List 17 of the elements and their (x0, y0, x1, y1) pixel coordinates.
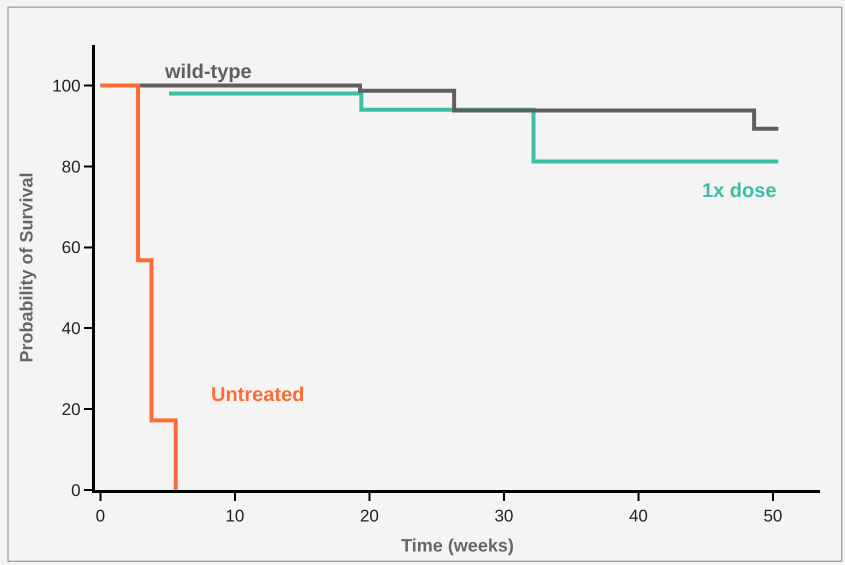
y-tick-label: 60 (62, 238, 81, 258)
y-tick-label: 40 (62, 319, 81, 338)
x-tick-label: 0 (96, 506, 106, 526)
series-label: 1x dose (702, 180, 776, 202)
y-tick-label: 80 (62, 157, 81, 176)
series-label: wild-type (164, 61, 252, 83)
y-tick-label: 0 (71, 480, 81, 500)
y-axis-title: Probability of Survival (16, 172, 36, 363)
y-tick-label: 100 (52, 76, 81, 96)
series-label: Untreated (211, 384, 304, 406)
x-tick-label: 10 (225, 506, 244, 526)
x-axis-title: Time (weeks) (401, 536, 514, 556)
x-tick-label: 40 (628, 506, 648, 526)
x-tick-label: 30 (494, 506, 514, 526)
x-tick-label: 20 (360, 506, 379, 526)
x-tick-label: 50 (763, 506, 782, 526)
y-tick-label: 20 (62, 400, 81, 420)
